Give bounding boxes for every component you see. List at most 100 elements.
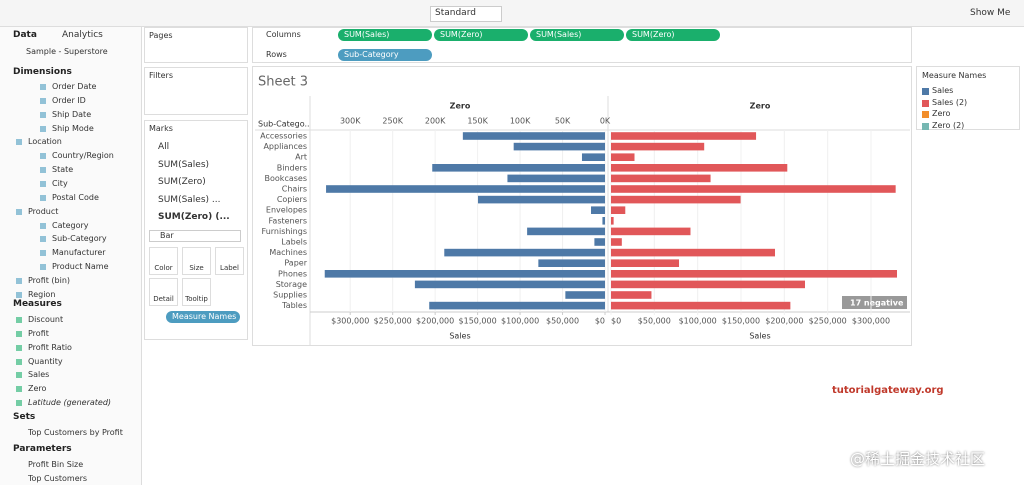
- bar: [444, 248, 605, 257]
- field[interactable]: Zero: [28, 384, 47, 394]
- pill[interactable]: SUM(Sales): [530, 29, 624, 41]
- field[interactable]: Top Customers: [28, 474, 88, 483]
- mark-button[interactable]: [182, 278, 211, 306]
- bar: [591, 206, 605, 214]
- marks-item[interactable]: SUM(Sales): [158, 159, 210, 170]
- data-pane: [0, 27, 142, 485]
- field[interactable]: Profit: [28, 328, 49, 338]
- field[interactable]: Ship Mode: [52, 123, 94, 133]
- marks-item[interactable]: SUM(Sales) ...: [158, 194, 221, 205]
- mark-button-label: Color: [154, 264, 173, 272]
- field[interactable]: Sub-Category: [52, 234, 107, 244]
- field[interactable]: Profit (bin): [28, 275, 71, 285]
- mark-button[interactable]: [149, 278, 178, 306]
- y-tick-label: Bookcases: [265, 174, 307, 183]
- x-tick-label: $250,000: [809, 317, 847, 326]
- bar: [594, 238, 605, 246]
- pill[interactable]: Sub-Category: [338, 49, 432, 61]
- pill[interactable]: SUM(Zero): [626, 29, 720, 41]
- legend-label[interactable]: Sales (2): [932, 97, 968, 107]
- bar: [429, 301, 605, 310]
- legend-label[interactable]: Sales: [932, 86, 954, 95]
- legend-swatch: [922, 88, 929, 95]
- y-tick-label: Appliances: [263, 142, 307, 151]
- tab[interactable]: Data: [13, 30, 37, 40]
- legend-swatch: [922, 111, 929, 118]
- legend-label[interactable]: Zero (2): [932, 120, 965, 130]
- field[interactable]: Product: [28, 206, 59, 216]
- field[interactable]: Manufacturer: [52, 248, 106, 258]
- bar: [611, 259, 680, 267]
- y-tick-label: Art: [295, 153, 307, 162]
- x-tick-label: 50K: [555, 117, 571, 126]
- y-tick-label: Envelopes: [266, 206, 307, 215]
- field[interactable]: Latitude (generated): [28, 398, 112, 408]
- x-tick-label: 100K: [510, 117, 531, 126]
- pill[interactable]: Measure Names: [166, 311, 240, 323]
- pill[interactable]: SUM(Sales): [338, 29, 432, 41]
- mark-button-label: Label: [220, 264, 239, 272]
- mark-button[interactable]: [215, 247, 244, 275]
- field[interactable]: Discount: [28, 315, 64, 324]
- field[interactable]: State: [52, 165, 74, 175]
- format-dropdown[interactable]: Standard: [430, 6, 502, 22]
- x-tick-label: $0: [611, 317, 621, 326]
- y-tick-label: Machines: [269, 248, 307, 257]
- badge-bg[interactable]: [842, 296, 907, 309]
- bar: [462, 132, 605, 140]
- bar: [581, 153, 605, 161]
- section-title: Measures: [13, 299, 62, 309]
- marks-item[interactable]: SUM(Zero): [158, 177, 206, 187]
- bar: [565, 291, 605, 299]
- mark-button-label: Detail: [153, 295, 174, 303]
- y-tick-label: Accessories: [260, 132, 307, 141]
- field[interactable]: City: [52, 178, 68, 188]
- field[interactable]: Order ID: [52, 95, 86, 105]
- legend-title: Measure Names: [922, 71, 987, 80]
- shelf-label: Rows: [266, 50, 287, 59]
- mark-type[interactable]: Bar: [149, 230, 241, 242]
- field[interactable]: Profit Ratio: [28, 342, 72, 352]
- sheet: [252, 66, 912, 346]
- bar: [602, 217, 605, 225]
- field[interactable]: Location: [28, 137, 62, 147]
- field-icon: [16, 208, 22, 215]
- bar: [611, 280, 805, 289]
- y-tick-label: Chairs: [282, 185, 307, 194]
- bar: [611, 270, 898, 278]
- section-title: Sets: [13, 412, 36, 422]
- bar: [432, 164, 605, 172]
- x-tick-label: $50,000: [546, 317, 579, 326]
- marks-item[interactable]: All: [158, 142, 170, 152]
- field[interactable]: Postal Code: [52, 192, 99, 202]
- field[interactable]: Region: [28, 289, 56, 299]
- data-source[interactable]: Sample - Superstore: [26, 47, 108, 56]
- tab[interactable]: Analytics: [62, 30, 103, 40]
- x-tick-label: $300,000: [331, 317, 369, 326]
- field[interactable]: Country/Region: [52, 151, 114, 161]
- field[interactable]: Ship Date: [52, 109, 92, 119]
- x-tick-label: 150K: [467, 117, 488, 126]
- legend-label[interactable]: Zero: [932, 109, 951, 118]
- field[interactable]: Sales: [28, 370, 50, 380]
- y-tick-label: Supplies: [273, 291, 307, 300]
- legend: [916, 66, 1020, 130]
- field-icon: [16, 139, 22, 146]
- field-icon: [40, 125, 46, 132]
- show-me[interactable]: Show Me: [970, 8, 1011, 18]
- field[interactable]: Profit Bin Size: [28, 460, 84, 469]
- mark-button[interactable]: [149, 247, 178, 275]
- field[interactable]: Category: [52, 220, 89, 230]
- badge[interactable]: 17 negative: [850, 299, 904, 308]
- field[interactable]: Product Name: [52, 262, 109, 272]
- y-tick-label: Paper: [284, 259, 307, 268]
- watermark: tutorialgateway.org: [832, 385, 944, 396]
- pill[interactable]: SUM(Zero): [434, 29, 528, 41]
- field[interactable]: Order Date: [52, 82, 97, 91]
- legend-swatch: [922, 99, 929, 107]
- field[interactable]: Quantity: [28, 356, 63, 366]
- field[interactable]: Top Customers by Profit: [28, 428, 123, 437]
- mark-button[interactable]: [182, 247, 211, 275]
- marks-item[interactable]: SUM(Zero) (...: [158, 212, 230, 222]
